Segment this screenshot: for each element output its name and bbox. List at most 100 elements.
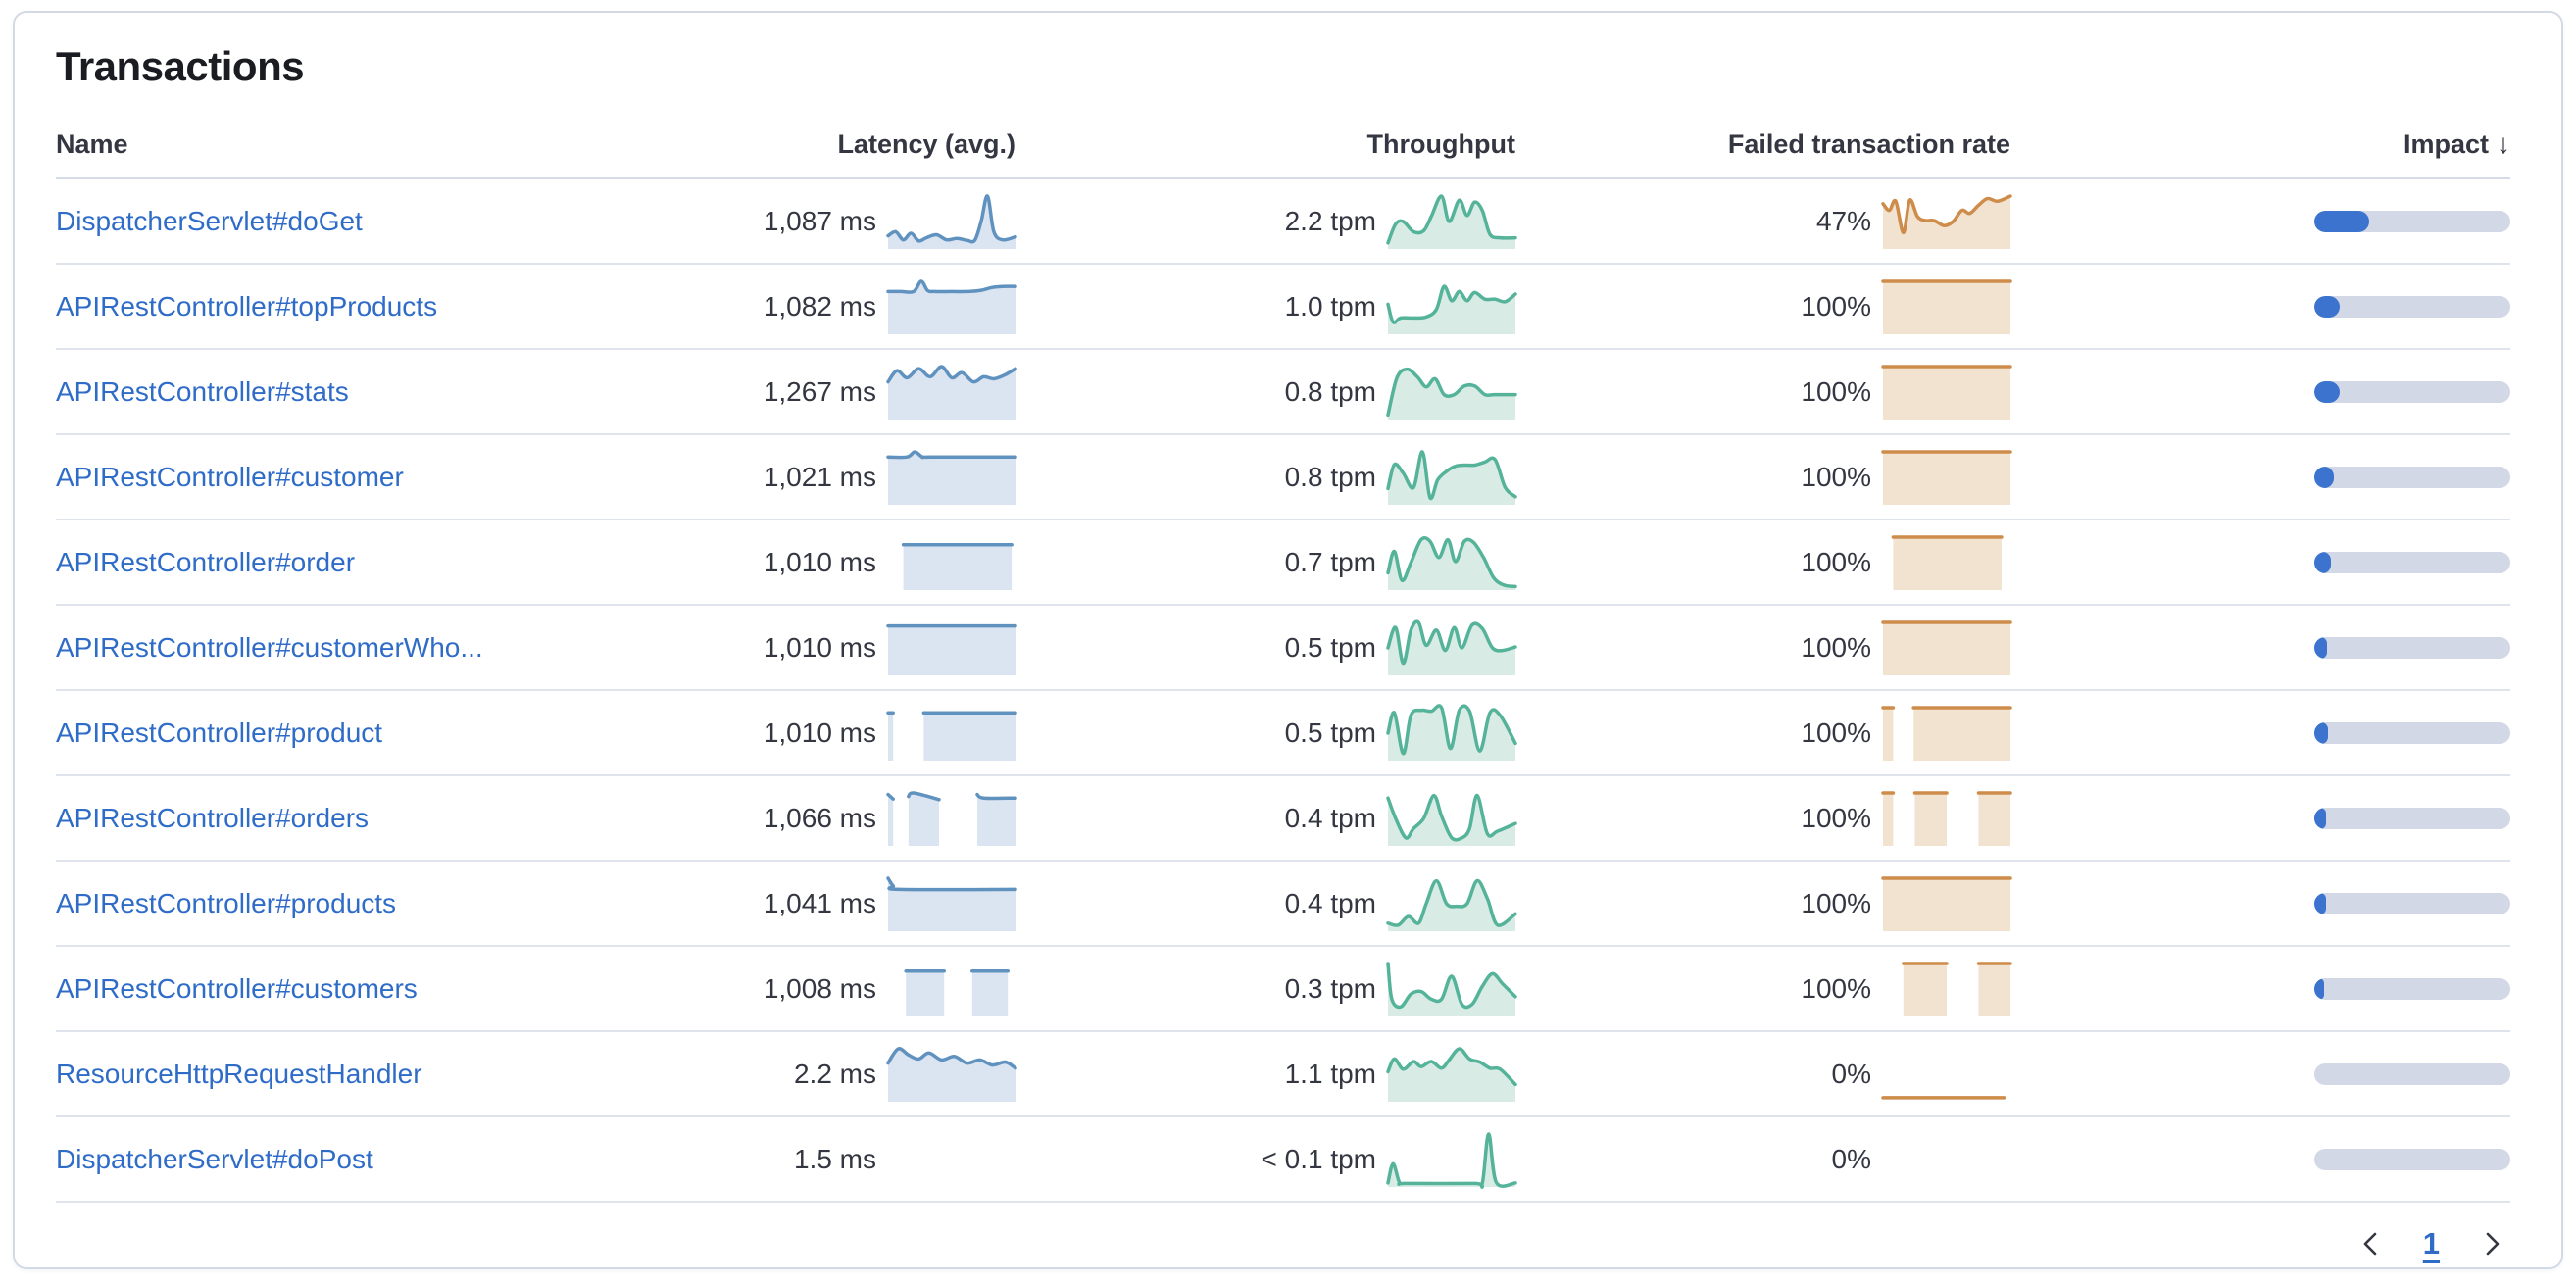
throughput-value: 1.0 tpm bbox=[1284, 290, 1376, 321]
throughput-sparkline bbox=[1386, 791, 1517, 846]
table-row: APIRestController#product 1,010 ms 0.5 t… bbox=[56, 691, 2510, 777]
throughput-sparkline bbox=[1386, 876, 1517, 931]
latency-value: 1,041 ms bbox=[763, 887, 876, 918]
failed-rate-value: 100% bbox=[1801, 972, 1871, 1004]
latency-sparkline bbox=[886, 790, 1017, 846]
throughput-value: 0.4 tpm bbox=[1284, 802, 1376, 833]
table-row: APIRestController#customer 1,021 ms 0.8 … bbox=[56, 435, 2510, 521]
transaction-name-link[interactable]: APIRestController#customers bbox=[56, 972, 418, 1004]
column-header-latency[interactable]: Latency (avg.) bbox=[837, 129, 1016, 160]
pagination: 1 bbox=[56, 1218, 2510, 1269]
column-header-impact[interactable]: Impact ↓ bbox=[2010, 128, 2510, 160]
failed-rate-sparkline bbox=[1881, 278, 2012, 334]
table-row: APIRestController#customers 1,008 ms 0.3… bbox=[56, 947, 2510, 1033]
transaction-name-link[interactable]: APIRestController#order bbox=[56, 546, 356, 577]
latency-value: 1,021 ms bbox=[763, 461, 876, 492]
table-row: APIRestController#order 1,010 ms 0.7 tpm… bbox=[56, 520, 2510, 607]
table-row: DispatcherServlet#doGet 1,087 ms 2.2 tpm… bbox=[56, 179, 2510, 266]
failed-rate-sparkline bbox=[1883, 961, 2012, 1016]
throughput-sparkline bbox=[1386, 703, 1517, 761]
transaction-name-link[interactable]: APIRestController#customerWho... bbox=[56, 631, 483, 663]
impact-bar-fill bbox=[2314, 295, 2340, 318]
failed-rate-value: 47% bbox=[1815, 205, 1871, 236]
failed-rate-value: 0% bbox=[1831, 1143, 1871, 1174]
table-row: APIRestController#topProducts 1,082 ms 1… bbox=[56, 265, 2510, 351]
table-row: APIRestController#orders 1,066 ms 0.4 tp… bbox=[56, 776, 2510, 863]
latency-value: 1,010 ms bbox=[763, 716, 876, 748]
throughput-sparkline bbox=[1386, 535, 1517, 590]
throughput-value: 0.5 tpm bbox=[1284, 716, 1376, 748]
table-row: APIRestController#stats 1,267 ms 0.8 tpm… bbox=[56, 350, 2510, 436]
latency-sparkline bbox=[886, 193, 1017, 249]
impact-bar bbox=[2314, 807, 2510, 829]
failed-rate-sparkline bbox=[1881, 875, 2012, 931]
throughput-sparkline bbox=[1386, 1046, 1517, 1102]
table-row: APIRestController#customerWho... 1,010 m… bbox=[56, 606, 2510, 692]
failed-rate-sparkline bbox=[1881, 619, 2012, 675]
column-header-name[interactable]: Name bbox=[56, 129, 128, 160]
impact-bar bbox=[2314, 295, 2510, 318]
throughput-value: 0.8 tpm bbox=[1284, 375, 1376, 407]
impact-bar bbox=[2314, 466, 2510, 488]
failed-rate-value: 100% bbox=[1801, 716, 1871, 748]
transaction-name-link[interactable]: DispatcherServlet#doPost bbox=[56, 1143, 373, 1174]
page-number-1[interactable]: 1 bbox=[2422, 1226, 2440, 1261]
next-page-button[interactable] bbox=[2473, 1223, 2510, 1264]
impact-bar bbox=[2314, 380, 2510, 403]
transactions-panel: Transactions Name Latency (avg.) Through… bbox=[13, 11, 2563, 1269]
transaction-name-link[interactable]: ResourceHttpRequestHandler bbox=[56, 1058, 422, 1089]
table-body: DispatcherServlet#doGet 1,087 ms 2.2 tpm… bbox=[56, 179, 2510, 1204]
column-header-failed-rate[interactable]: Failed transaction rate bbox=[1727, 129, 2010, 160]
impact-bar-fill bbox=[2314, 466, 2334, 488]
throughput-value: 1.1 tpm bbox=[1284, 1058, 1376, 1089]
throughput-value: < 0.1 tpm bbox=[1261, 1143, 1376, 1174]
table-header-row: Name Latency (avg.) Throughput Failed tr… bbox=[56, 103, 2510, 180]
impact-bar-fill bbox=[2314, 977, 2324, 1000]
latency-sparkline bbox=[886, 875, 1017, 931]
failed-rate-sparkline bbox=[1883, 534, 2010, 590]
impact-bar-fill bbox=[2314, 892, 2326, 914]
failed-rate-sparkline bbox=[1881, 364, 2012, 420]
latency-value: 1,008 ms bbox=[763, 972, 876, 1004]
sort-descending-icon: ↓ bbox=[2497, 128, 2510, 160]
impact-bar-fill bbox=[2314, 380, 2340, 403]
latency-sparkline bbox=[886, 620, 1017, 675]
failed-rate-sparkline bbox=[1881, 449, 2012, 505]
throughput-value: 0.8 tpm bbox=[1284, 461, 1376, 492]
failed-rate-value: 100% bbox=[1801, 461, 1871, 492]
throughput-value: 0.5 tpm bbox=[1284, 631, 1376, 663]
throughput-sparkline bbox=[1386, 449, 1517, 505]
failed-rate-sparkline bbox=[1881, 193, 2012, 249]
impact-bar bbox=[2314, 551, 2510, 573]
transaction-name-link[interactable]: DispatcherServlet#doGet bbox=[56, 205, 363, 236]
failed-rate-sparkline bbox=[1883, 1132, 2010, 1187]
latency-value: 1,010 ms bbox=[763, 631, 876, 663]
throughput-value: 0.4 tpm bbox=[1284, 887, 1376, 918]
failed-rate-value: 0% bbox=[1831, 1058, 1871, 1089]
failed-rate-value: 100% bbox=[1801, 802, 1871, 833]
impact-bar bbox=[2314, 636, 2510, 659]
latency-value: 1,087 ms bbox=[763, 205, 876, 236]
throughput-sparkline bbox=[1386, 1131, 1517, 1189]
transaction-name-link[interactable]: APIRestController#customer bbox=[56, 461, 404, 492]
previous-page-button[interactable] bbox=[2353, 1223, 2390, 1264]
impact-bar-fill bbox=[2314, 807, 2326, 829]
transaction-name-link[interactable]: APIRestController#product bbox=[56, 716, 383, 748]
latency-value: 1,066 ms bbox=[763, 802, 876, 833]
column-header-throughput[interactable]: Throughput bbox=[1366, 129, 1515, 160]
transaction-name-link[interactable]: APIRestController#stats bbox=[56, 375, 349, 407]
impact-bar bbox=[2314, 1148, 2510, 1170]
latency-value: 1,010 ms bbox=[763, 546, 876, 577]
throughput-sparkline bbox=[1386, 193, 1517, 249]
table-row: DispatcherServlet#doPost 1.5 ms < 0.1 tp… bbox=[56, 1117, 2510, 1204]
transaction-name-link[interactable]: APIRestController#topProducts bbox=[56, 290, 438, 321]
transaction-name-link[interactable]: APIRestController#products bbox=[56, 887, 397, 918]
failed-rate-value: 100% bbox=[1801, 887, 1871, 918]
latency-sparkline bbox=[888, 1132, 1016, 1187]
latency-sparkline bbox=[886, 706, 1017, 761]
transaction-name-link[interactable]: APIRestController#orders bbox=[56, 802, 370, 833]
panel-title: Transactions bbox=[56, 43, 305, 89]
latency-value: 2.2 ms bbox=[793, 1058, 876, 1089]
impact-bar-fill bbox=[2314, 721, 2328, 744]
failed-rate-value: 100% bbox=[1801, 631, 1871, 663]
